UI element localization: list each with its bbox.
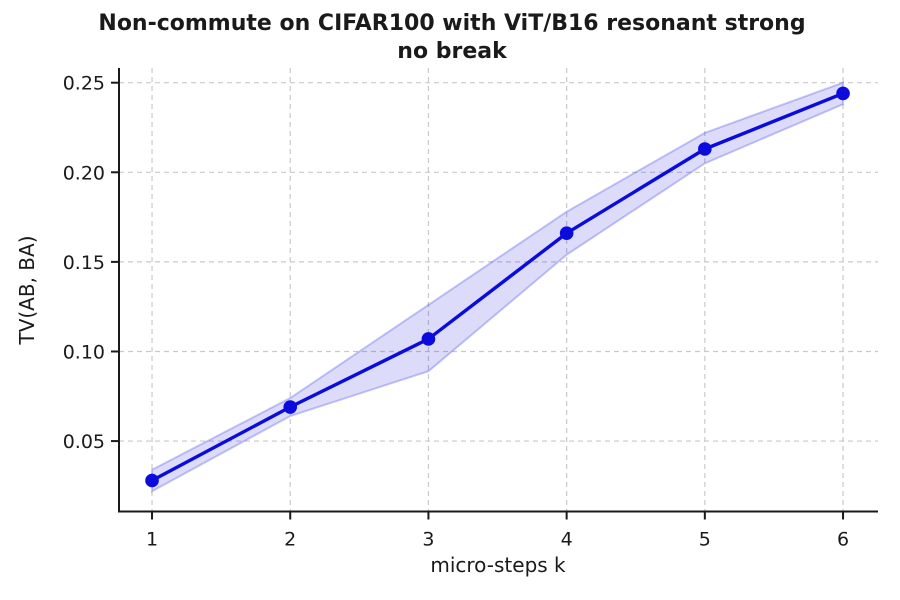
gridlines [119, 68, 878, 512]
x-axis-label: micro-steps k [430, 553, 566, 577]
data-point [698, 142, 712, 156]
y-tick-label: 0.20 [63, 162, 105, 184]
x-tick-label: 5 [699, 529, 711, 551]
tick-labels: 1 2 3 4 5 6 0.05 0.10 0.15 0.20 0.25 [63, 73, 849, 551]
x-tick-label: 4 [561, 529, 573, 551]
tick-marks [111, 81, 845, 520]
y-tick-label: 0.15 [63, 252, 105, 274]
axes-spines [118, 68, 878, 513]
data-point [145, 473, 159, 488]
x-tick-label: 2 [284, 529, 296, 551]
y-tick-label: 0.05 [63, 431, 105, 453]
data-point [283, 400, 298, 414]
x-tick-label: 6 [837, 529, 849, 551]
chart-title-line2: no break [397, 39, 508, 64]
y-tick-label: 0.25 [63, 73, 105, 95]
data-point [421, 332, 436, 346]
x-tick-label: 1 [146, 529, 158, 551]
x-tick-label: 3 [422, 529, 434, 551]
data-point-markers [145, 86, 850, 488]
mean-line [150, 91, 845, 483]
y-axis-label: TV(AB, BA) [15, 235, 39, 345]
data-point [836, 86, 850, 101]
y-tick-label: 0.10 [63, 341, 105, 363]
data-point [559, 226, 574, 241]
chart-title-line1: Non-commute on CIFAR100 with ViT/B16 res… [98, 11, 805, 36]
data-line [150, 91, 845, 483]
